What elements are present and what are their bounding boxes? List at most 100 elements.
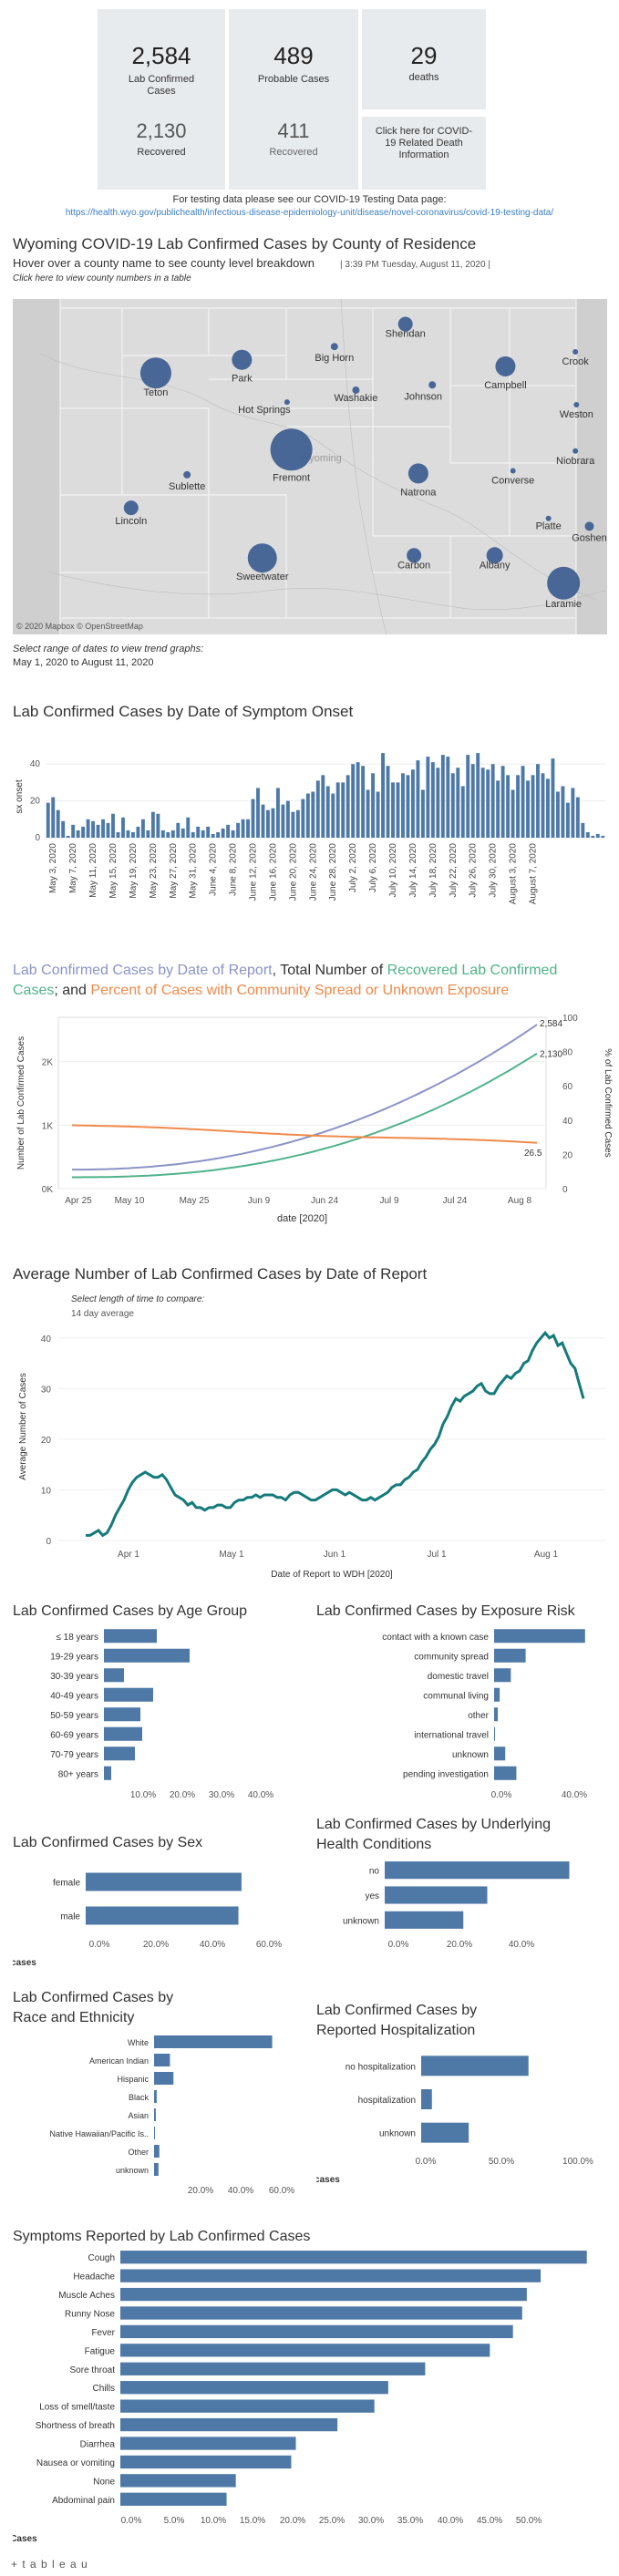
report-line-chart[interactable]: 0K 1K 2K 0 20 40 60 80 100 Apr 25 May 10 May 25 Jun …	[13, 1010, 614, 1249]
exposure-category-label: other	[468, 1711, 489, 1721]
county-table-link[interactable]: Click here to view county numbers in a t…	[13, 273, 191, 283]
age-category-label: 19-29 years	[50, 1652, 98, 1662]
symptoms-category-label: Abdominal pain	[52, 2496, 115, 2506]
avg-y-tick: 40	[41, 1334, 52, 1345]
symptoms-x-tick: 30.0%	[358, 2516, 384, 2526]
campbell-county-label: Campbell	[484, 380, 526, 391]
onset-bar-chart[interactable]: sx onset 0 20 40 May 3, 2020 May 7, 2020 May 1…	[13, 733, 614, 968]
onset-bar	[241, 819, 245, 838]
carbon-marker	[407, 548, 422, 563]
hosp-title-1: Lab Confirmed Cases by	[316, 2003, 477, 2018]
report-plot-frame	[57, 1016, 547, 1190]
symptoms-category-label: Sore throat	[70, 2365, 116, 2375]
exposure-risk-chart[interactable]: Lab Confirmed Cases by Exposure Risk cont…	[316, 1601, 617, 1812]
onset-bar	[126, 829, 130, 838]
age-group-chart[interactable]: Lab Confirmed Cases by Age Group ≤ 18 yea…	[13, 1601, 314, 1812]
avg-select-label: Select length of time to compare:	[71, 1294, 204, 1304]
tableau-logo[interactable]: + t a b l e a u	[11, 2558, 88, 2571]
onset-x-tick: July 2, 2020	[348, 843, 358, 892]
johnson-marker	[428, 381, 437, 389]
avg-chart-title: Average Number of Lab Confirmed Cases by…	[13, 1265, 428, 1283]
kpi-deaths: 29 deaths	[362, 9, 486, 109]
avg-select-value: 14 day average	[71, 1309, 134, 1319]
race-ethnicity-chart[interactable]: Lab Confirmed Cases by Race and Ethnicity…	[13, 1987, 314, 2211]
crook-marker	[573, 349, 579, 355]
onset-bar	[231, 829, 235, 838]
weston-marker	[573, 402, 580, 407]
symptoms-x-tick: 40.0%	[438, 2516, 463, 2526]
age-bar	[104, 1726, 142, 1741]
symptoms-bar	[120, 2417, 338, 2432]
lab-recovered-count: 2,130	[136, 119, 187, 142]
onset-bar	[536, 764, 540, 838]
symptoms-category-label: None	[93, 2477, 115, 2487]
converse-marker	[510, 468, 516, 474]
onset-bar	[371, 773, 376, 838]
kpi-lab-confirmed: 2,584 Lab Confirmed Cases 2,130 Recovere…	[98, 9, 225, 190]
race-bar	[154, 2127, 155, 2139]
race-category-label: unknown	[116, 2166, 149, 2175]
symptoms-category-label: Shortness of breath	[36, 2421, 115, 2431]
onset-x-tick: May 27, 2020	[169, 843, 179, 899]
exposure-bar	[494, 1629, 585, 1643]
onset-bar	[81, 826, 86, 838]
map-west-region	[13, 299, 60, 634]
onset-bar	[470, 764, 475, 838]
avg-x-tick: Aug 1	[534, 1550, 559, 1560]
onset-bar	[335, 782, 340, 838]
hosp-bar	[421, 2056, 529, 2076]
exposure-bar	[494, 1668, 511, 1683]
report-left-tick: 0K	[42, 1185, 54, 1195]
onset-x-tick: August 7, 2020	[529, 843, 539, 905]
albany-marker	[486, 547, 503, 564]
onset-bar	[246, 819, 250, 838]
report-x-tick: May 10	[115, 1196, 145, 1206]
race-category-label: Hispanic	[117, 2075, 149, 2084]
sex-chart[interactable]: Lab Confirmed Cases by Sex female male 0.0%…	[13, 1832, 314, 1984]
goshen-marker	[584, 521, 594, 531]
onset-bar	[191, 831, 195, 838]
hospitalization-chart[interactable]: Lab Confirmed Cases by Reported Hospitali…	[316, 2000, 617, 2211]
sweetwater-county-label: Sweetwater	[236, 572, 289, 582]
health-conditions-chart[interactable]: Lab Confirmed Cases by Underlying Health …	[316, 1814, 617, 1984]
onset-bar	[521, 766, 525, 838]
race-category-label: Asian	[128, 2111, 149, 2120]
onset-bar	[436, 768, 440, 838]
laramie-marker	[547, 566, 581, 600]
testing-data-link[interactable]: https://health.wyo.gov/publichealth/infe…	[65, 208, 554, 218]
natrona-marker	[408, 463, 428, 484]
onset-bar	[160, 829, 165, 838]
death-info-button[interactable]: Click here for COVID-19 Related Death In…	[362, 117, 486, 190]
sex-category-label: male	[60, 1912, 80, 1922]
sheridan-county-label: Sheridan	[386, 329, 426, 340]
sex-bar	[86, 1906, 239, 1925]
big-horn-county-label: Big Horn	[315, 353, 354, 364]
avg-line-chart[interactable]: Select length of time to compare: 14 day …	[13, 1291, 614, 1582]
onset-bar	[381, 753, 385, 838]
symptoms-chart[interactable]: Symptoms Reported by Lab Confirmed Cases…	[13, 2226, 614, 2545]
onset-bar	[146, 829, 150, 838]
probable-recovered-count: 411	[277, 119, 310, 142]
race-category-label: Black	[129, 2093, 150, 2102]
symptoms-bar	[120, 2437, 296, 2450]
report-left-tick: 1K	[42, 1121, 54, 1131]
map-title: Wyoming COVID-19 Lab Confirmed Cases by …	[13, 235, 477, 252]
onset-x-tick: June 24, 2020	[308, 843, 318, 902]
avg-y-tick: 0	[46, 1537, 51, 1547]
age-bar	[104, 1747, 135, 1761]
race-bar	[154, 2145, 160, 2158]
symptoms-category-label: Nausea or vomiting	[36, 2458, 115, 2468]
age-category-label: 40-49 years	[50, 1691, 98, 1701]
sex-x-tick: 0.0%	[89, 1940, 110, 1950]
onset-bar	[176, 822, 181, 838]
report-right-tick: 60	[562, 1082, 573, 1092]
kpi-probable: 489 Probable Cases 411 Recovered	[229, 9, 358, 190]
symptoms-bar	[120, 2306, 522, 2320]
probable-recovered-label: Recovered	[269, 147, 318, 158]
date-range-value[interactable]: May 1, 2020 to August 11, 2020	[13, 657, 154, 668]
onset-x-tick: July 18, 2020	[428, 843, 438, 898]
exposure-bar	[494, 1726, 496, 1741]
onset-bar	[356, 762, 360, 838]
niobrara-marker	[573, 448, 579, 454]
